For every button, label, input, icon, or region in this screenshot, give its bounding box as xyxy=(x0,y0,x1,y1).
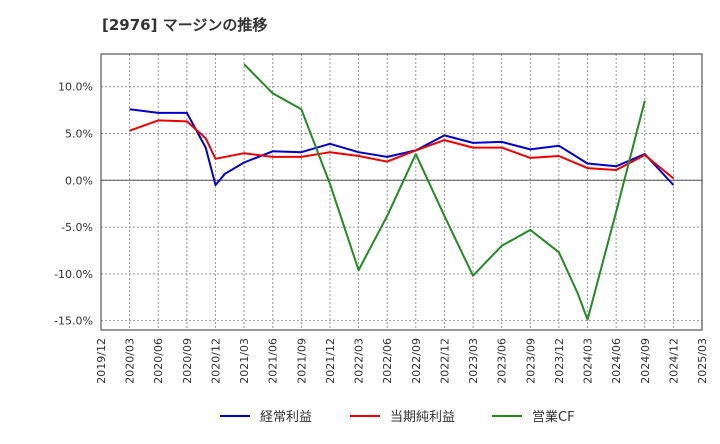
chart-title: [2976] マージンの推移 xyxy=(102,16,268,34)
x-tick-label: 2024/06 xyxy=(610,338,623,384)
y-tick-label: -15.0% xyxy=(54,315,93,328)
x-tick-label: 2023/09 xyxy=(524,338,537,384)
y-tick-label: 10.0% xyxy=(58,81,93,94)
x-tick-label: 2023/12 xyxy=(553,338,566,384)
x-tick-label: 2022/12 xyxy=(438,338,451,384)
series-line xyxy=(243,63,646,321)
x-tick-label: 2021/06 xyxy=(267,338,280,384)
x-tick-label: 2020/06 xyxy=(152,338,165,384)
y-tick-label: -10.0% xyxy=(54,268,93,281)
x-tick-label: 2022/06 xyxy=(381,338,394,384)
x-tick-label: 2023/06 xyxy=(496,338,509,384)
x-tick-label: 2020/12 xyxy=(209,338,222,384)
y-tick-label: -5.0% xyxy=(61,221,93,234)
legend-label: 経常利益 xyxy=(260,410,312,425)
x-tick-label: 2022/09 xyxy=(410,338,423,384)
x-tick-label: 2024/12 xyxy=(667,338,680,384)
x-tick-label: 2020/09 xyxy=(181,338,194,384)
plot-background xyxy=(101,54,702,330)
x-tick-label: 2024/03 xyxy=(582,338,595,384)
y-tick-label: 0.0% xyxy=(65,174,93,187)
x-tick-label: 2019/12 xyxy=(95,338,108,384)
x-tick-label: 2021/12 xyxy=(324,338,337,384)
y-tick-label: 5.0% xyxy=(65,128,93,141)
legend-label: 営業CF xyxy=(532,409,575,425)
x-tick-label: 2023/03 xyxy=(467,338,480,384)
x-tick-label: 2022/03 xyxy=(353,338,366,384)
plot-frame xyxy=(100,53,703,331)
legend-label: 当期純利益 xyxy=(390,410,455,425)
series-line xyxy=(129,108,675,186)
x-tick-label: 2025/03 xyxy=(696,338,709,384)
x-tick-label: 2020/03 xyxy=(124,338,137,384)
series-line xyxy=(129,119,675,180)
x-tick-label: 2021/03 xyxy=(238,338,251,384)
x-tick-label: 2021/09 xyxy=(295,338,308,384)
x-tick-label: 2024/09 xyxy=(639,338,652,384)
